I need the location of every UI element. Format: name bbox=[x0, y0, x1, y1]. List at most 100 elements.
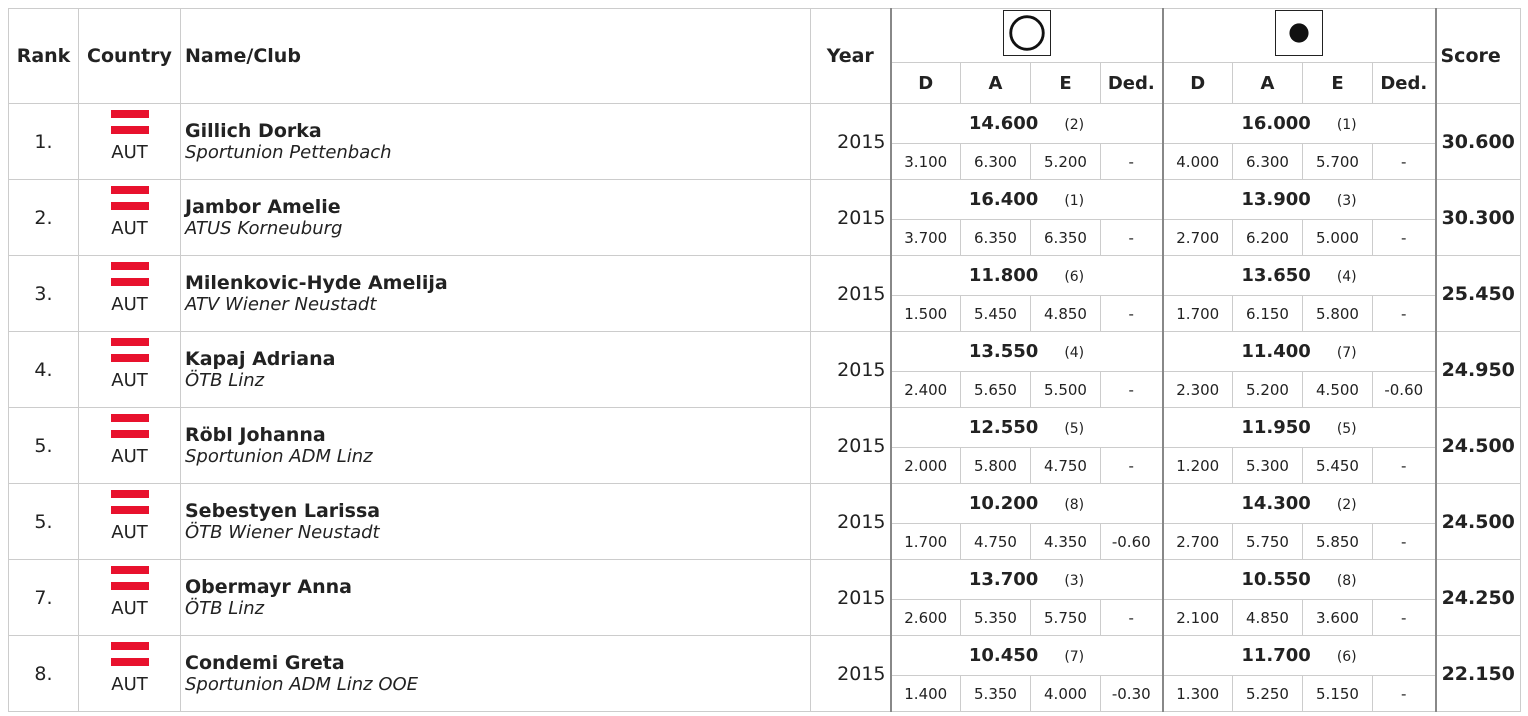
name: Sebestyen Larissa bbox=[185, 500, 381, 522]
score-header: Score bbox=[1434, 8, 1521, 104]
flag bbox=[110, 262, 149, 286]
name-club: Röbl Johanna Sportunion ADM Linz bbox=[180, 407, 811, 484]
part-score: 5.200 bbox=[1232, 371, 1303, 408]
rank: 8. bbox=[8, 635, 79, 712]
rank: 3. bbox=[8, 255, 79, 332]
apparatus-total: 13.550 (4) bbox=[889, 331, 1163, 372]
row-bottom: 2.000 5.800 4.750-1.200 5.300 5.450- bbox=[9, 447, 1521, 484]
flag bbox=[110, 490, 149, 514]
apparatus-total: 10.200 (8) bbox=[889, 483, 1163, 524]
score: 24.500 bbox=[1434, 483, 1521, 560]
country-code: AUT bbox=[111, 674, 148, 695]
part-score: 2.300 bbox=[1161, 371, 1233, 408]
hoop-icon bbox=[1002, 10, 1051, 56]
sub-header: E bbox=[1030, 62, 1101, 104]
ball-icon bbox=[1275, 10, 1323, 56]
rank: 5. bbox=[8, 407, 79, 484]
year: 2015 bbox=[810, 179, 891, 256]
part-score: 5.750 bbox=[1030, 599, 1101, 636]
part-score: 5.150 bbox=[1302, 675, 1373, 712]
flag bbox=[110, 642, 149, 666]
part-score: 1.700 bbox=[1161, 295, 1233, 332]
row-top: 1. AUT Gillich Dorka Sportunion Pettenbach 2… bbox=[8, 103, 1521, 180]
part-score: - bbox=[1372, 295, 1436, 332]
part-score: 4.350 bbox=[1030, 523, 1101, 560]
place: (8) bbox=[1336, 573, 1357, 589]
part-score: 5.000 bbox=[1302, 219, 1373, 256]
total: 16.000 bbox=[1241, 113, 1311, 134]
row-bottom: 1.500 5.450 4.850-1.700 6.150 5.800- bbox=[9, 295, 1521, 332]
total: 11.400 bbox=[1241, 341, 1311, 362]
place: (7) bbox=[1064, 649, 1085, 665]
country: AUT bbox=[78, 103, 181, 180]
total: 10.200 bbox=[968, 493, 1039, 514]
part-score: - bbox=[1100, 295, 1163, 332]
part-score: 2.100 bbox=[1161, 599, 1233, 636]
row-top: 5. AUT Sebestyen Larissa ÖTB Wiener Neustad… bbox=[8, 483, 1521, 560]
total: 12.550 bbox=[968, 417, 1039, 438]
part-score: 6.300 bbox=[1232, 143, 1303, 180]
part-score: 4.750 bbox=[1030, 447, 1101, 484]
part-score: - bbox=[1372, 447, 1436, 484]
part-score: 4.850 bbox=[1232, 599, 1303, 636]
country-code: AUT bbox=[111, 294, 148, 315]
row-top: 2. AUT Jambor Amelie ATUS Korneuburg 2015 16.… bbox=[8, 179, 1521, 256]
name-club: Gillich Dorka Sportunion Pettenbach bbox=[180, 103, 811, 180]
club: Sportunion ADM Linz OOE bbox=[185, 674, 419, 695]
club: ÖTB Wiener Neustadt bbox=[185, 522, 380, 543]
flag bbox=[110, 110, 149, 134]
part-score: 3.600 bbox=[1302, 599, 1373, 636]
year: 2015 bbox=[810, 407, 891, 484]
part-score: 2.700 bbox=[1161, 219, 1233, 256]
rank: 5. bbox=[8, 483, 79, 560]
part-score: -0.30 bbox=[1100, 675, 1163, 712]
name: Obermayr Anna bbox=[185, 576, 352, 598]
row-bottom: 1.700 4.750 4.350 -0.60 2.700 5.750 5.850- bbox=[9, 523, 1521, 560]
part-score: 1.400 bbox=[889, 675, 961, 712]
row-bottom: 1.400 5.350 4.000 -0.30 1.300 5.250 5.150- bbox=[9, 675, 1521, 712]
apparatus-total: 16.400 (1) bbox=[889, 179, 1163, 220]
part-score: 6.300 bbox=[960, 143, 1031, 180]
sub-header: Ded. bbox=[1100, 62, 1163, 104]
apparatus-total: 16.000 (1) bbox=[1161, 103, 1436, 144]
name: Jambor Amelie bbox=[185, 196, 341, 218]
country: AUT bbox=[78, 179, 181, 256]
part-score: - bbox=[1372, 675, 1436, 712]
name: Milenkovic-Hyde Amelija bbox=[185, 272, 448, 294]
total: 13.700 bbox=[968, 569, 1039, 590]
club: ATV Wiener Neustadt bbox=[185, 294, 377, 315]
part-score: 2.700 bbox=[1161, 523, 1233, 560]
part-score: 6.350 bbox=[960, 219, 1031, 256]
rank: 2. bbox=[8, 179, 79, 256]
part-score: - bbox=[1372, 523, 1436, 560]
score: 22.150 bbox=[1434, 635, 1521, 712]
part-score: 4.500 bbox=[1302, 371, 1373, 408]
total: 10.450 bbox=[968, 645, 1039, 666]
year-header: Year bbox=[810, 8, 891, 104]
rank: 4. bbox=[8, 331, 79, 408]
apparatus-total: 13.900 (3) bbox=[1161, 179, 1436, 220]
club: ÖTB Linz bbox=[185, 370, 265, 391]
part-score: 2.000 bbox=[889, 447, 961, 484]
flag bbox=[110, 186, 149, 210]
name: Gillich Dorka bbox=[185, 120, 322, 142]
part-score: 3.700 bbox=[889, 219, 961, 256]
country-header: Country bbox=[78, 8, 181, 104]
part-score: 5.850 bbox=[1302, 523, 1373, 560]
part-score: - bbox=[1372, 219, 1436, 256]
country: AUT bbox=[78, 559, 181, 636]
sub-header: D bbox=[889, 62, 961, 104]
name-club: Milenkovic-Hyde Amelija ATV Wiener Neusta… bbox=[180, 255, 811, 332]
apparatus-total: 14.600 (2) bbox=[889, 103, 1163, 144]
part-score: 1.300 bbox=[1161, 675, 1233, 712]
part-score: - bbox=[1372, 599, 1436, 636]
name-club: Obermayr Anna ÖTB Linz bbox=[180, 559, 811, 636]
total: 11.950 bbox=[1241, 417, 1311, 438]
results-table: Rank Country Name/Club Year Score D A E Ded… bbox=[8, 8, 1521, 712]
part-score: 5.650 bbox=[960, 371, 1031, 408]
apparatus-total: 13.650 (4) bbox=[1161, 255, 1436, 296]
apparatus-1-header bbox=[889, 8, 1163, 63]
total: 13.650 bbox=[1241, 265, 1311, 286]
part-score: 1.500 bbox=[889, 295, 961, 332]
apparatus-total: 11.400 (7) bbox=[1161, 331, 1436, 372]
